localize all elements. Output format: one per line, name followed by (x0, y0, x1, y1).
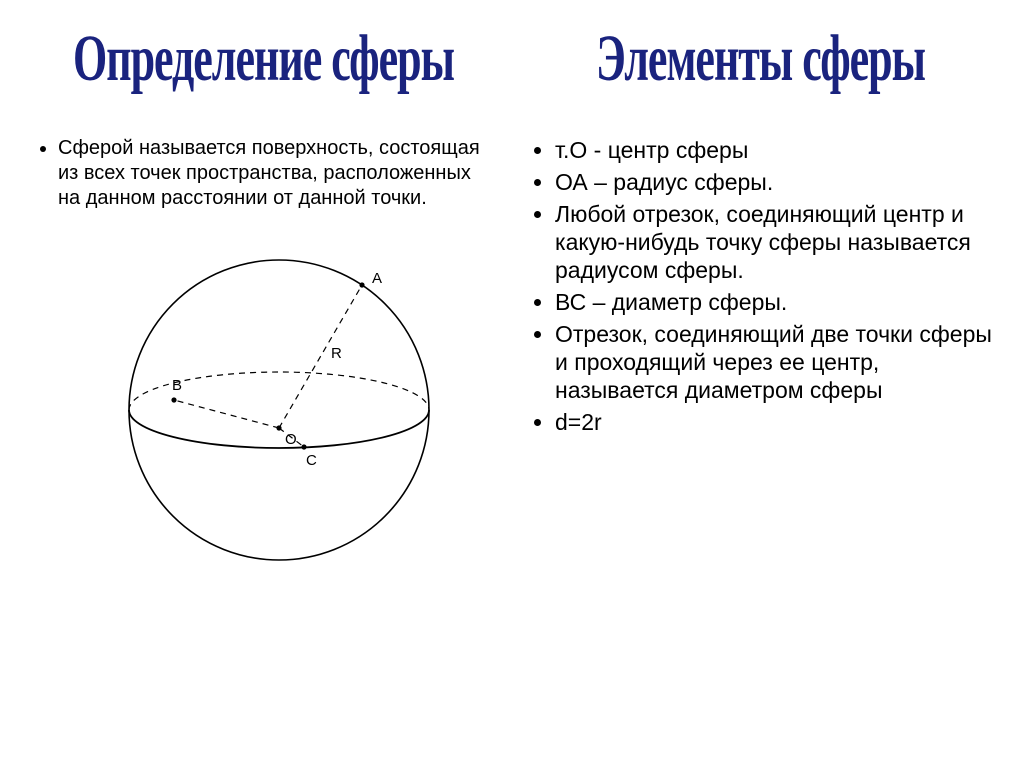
svg-text:A: A (372, 270, 382, 287)
right-list-item: ОА – радиус сферы. (555, 168, 994, 196)
left-title: Определение сферы (30, 20, 497, 97)
sphere-diagram-container: O A B C R (60, 240, 497, 747)
left-bullet-list: Сферой называется поверхность, состоящая… (30, 136, 497, 215)
right-list-item: ВС – диаметр сферы. (555, 288, 994, 316)
left-list-item: Сферой называется поверхность, состоящая… (58, 136, 497, 211)
right-title: Элементы сферы (527, 20, 994, 97)
right-bullet-list: т.О - центр сферы ОА – радиус сферы. Любой… (527, 136, 994, 440)
right-list-item: Любой отрезок, соединяющий центр и какую… (555, 200, 994, 284)
right-list-item: d=2r (555, 408, 994, 436)
right-list-item: т.О - центр сферы (555, 136, 994, 164)
sphere-diagram: O A B C R (99, 240, 459, 580)
svg-text:R: R (331, 345, 342, 362)
svg-text:O: O (285, 431, 297, 448)
left-column: Определение сферы Сферой называется пове… (30, 20, 517, 747)
right-list-item: Отрезок, соединяющий две точки сферы и п… (555, 320, 994, 404)
svg-text:B: B (172, 377, 182, 394)
svg-text:C: C (306, 452, 317, 469)
right-column: Элементы сферы т.О - центр сферы ОА – рад… (517, 20, 994, 747)
